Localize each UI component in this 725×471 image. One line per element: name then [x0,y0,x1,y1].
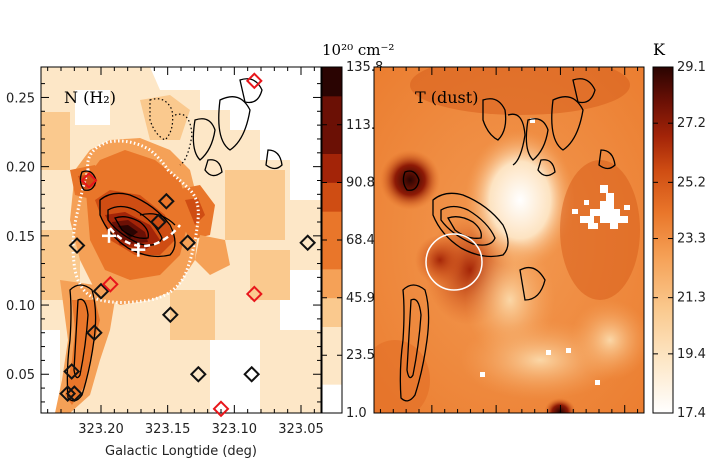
y-tick-label: 0.25 [6,91,35,106]
black-diamond-marker [149,213,167,231]
colorbar-tick-label: 19.4 [677,347,706,362]
nh2-colorbar-unit: 10²⁰ cm⁻² [322,41,394,59]
black-diamond-marker [63,363,81,380]
colorbar-tick-label: 21.3 [677,291,706,306]
x-tick-label: 323.15 [145,422,191,437]
plus-marker [131,242,146,257]
tdust-colorbar-unit: K [653,40,666,59]
x-tick-label: 323.05 [278,422,324,437]
y-tick-label: 0.15 [6,230,35,245]
y-tick-label: 0.05 [6,368,35,383]
colorbar-tick-label: 17.4 [677,406,706,421]
nh2-panel: N (H₂) 0.05 0.10 0.15 0.20 0.25 323.20 323.15… [6,66,324,459]
colorbar-tick-label: 27.2 [677,116,706,131]
colorbar-tick-label: 90.8 [346,176,375,191]
black-diamond-marker [299,234,317,252]
red-diamond-marker [101,275,119,293]
x-tick-label: 323.10 [212,422,258,437]
colorbar-tick-label: 29.1 [677,60,706,75]
y-axis-ticks: 0.05 0.10 0.15 0.20 0.25 [6,83,321,403]
black-diamond-marker [68,237,86,254]
colorbar-tick-label: 25.2 [677,175,706,190]
black-diamond-marker [92,282,110,300]
red-diamond-marker [245,285,263,303]
black-diamond-marker [65,385,83,403]
black-diamond-marker [59,385,77,403]
colorbar-tick-label: 23.5 [346,348,375,363]
plus-marker [102,228,116,243]
tdust-panel-label: T (dust) [415,88,478,107]
filament-arc [109,224,181,248]
black-diamond-marker [179,234,197,252]
colorbar-tick-label: 68.4 [346,233,375,248]
tdust-colorbar: 17.4 19.4 21.3 23.3 25.2 27.2 29.1 K [652,40,706,421]
x-tick-label: 323.20 [78,422,124,437]
y-tick-label: 0.10 [6,299,35,314]
colorbar-tick-label: 1.0 [346,406,367,421]
dotted-contour [71,139,200,304]
nh2-map [41,67,321,413]
black-diamond-marker [161,306,179,324]
colorbar-tick-label: 23.3 [677,232,706,247]
nh2-markers [59,72,317,418]
black-diamond-marker [157,192,175,210]
x-axis-label: Galactic Longtide (deg) [105,444,257,459]
nh2-panel-label: N (H₂) [64,88,116,107]
tdust-contours [399,78,616,402]
black-diamond-marker [85,324,103,342]
red-diamond-marker [212,400,230,418]
x-axis-ticks: 323.20 323.15 323.10 323.05 [47,67,324,437]
tdust-panel: T (dust) [373,66,645,414]
y-tick-label: 0.20 [6,161,35,176]
colorbar-tick-label: 45.9 [346,291,375,306]
source-circle [425,233,483,291]
nh2-contours [66,78,283,402]
black-diamond-marker [243,365,261,383]
tdust-map [374,67,644,413]
red-diamond-marker [245,72,263,90]
black-diamond-marker [189,365,207,383]
tdust-x-ticks [379,67,639,413]
red-diamond-marker [80,172,98,189]
